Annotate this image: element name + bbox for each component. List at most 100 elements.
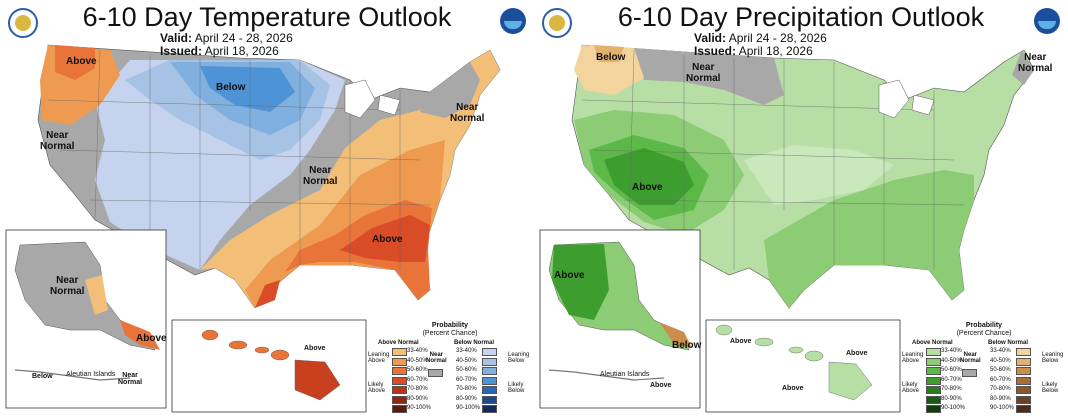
label-alaska-near-south: Near Normal [118,372,143,386]
legend-near-swatch [428,369,443,377]
great-lakes [344,79,401,119]
label-alaska-above: Above [136,333,167,344]
above-nw-strong [55,45,95,80]
label-aleutian: Aleutian Islands [600,371,650,378]
legend-near-swatch [962,369,977,377]
precip-legend-right-swatch-2 [1016,367,1031,375]
label-aleutian: Aleutian Islands [66,371,116,378]
below-nw-region [574,45,644,95]
temp-legend-right-swatch-4 [482,386,497,394]
temperature-valid: Valid: April 24 - 28, 2026 [160,31,293,45]
label-near-central: Near Normal [303,165,338,187]
temp-legend-left-range-5: 80-90% [407,395,428,402]
precipitation-title: 6-10 Day Precipitation Outlook [617,2,985,32]
precip-legend-right-swatch-0 [1016,348,1031,356]
temp-legend-left-range-0: 33-40% [407,348,428,354]
precip-legend-right-range-1: 40-50% [990,357,1011,364]
temperature-issued: Issued: April 18, 2026 [160,44,279,58]
precip-legend-left-range-4: 70-80% [941,386,962,392]
precip-legend-right-range-4: 70-80% [990,386,1011,392]
alaska-above-strong [552,244,609,320]
precip-legend-right-swatch-3 [1016,376,1031,385]
great-lakes [878,79,935,119]
precip-legend-right-swatch-5 [1016,395,1031,404]
legend-near: Near Normal [426,352,447,364]
precip-legend-right-range-0: 33-40% [990,348,1011,354]
precip-legend-right-swatch-6 [1016,405,1031,413]
precip-legend-right-swatch-4 [1016,386,1031,394]
alaska-shape [14,241,156,351]
temp-legend-left-swatch-5 [392,395,407,404]
temp-legend-right-range-1: 40-50% [456,357,477,364]
above-tx-strong [255,280,280,308]
precip-legend-left-swatch-4 [926,386,941,394]
precipitation-legend: Probability (Percent Chance) Above Norma… [902,322,1064,413]
temp-legend-right-range-6: 90-100% [456,405,481,411]
below-strongest-region [200,66,295,112]
precipitation-map [539,44,1035,413]
precip-legend-right-range-2: 50-60% [990,367,1011,373]
precip-legend-left-range-3: 60-70% [941,376,962,383]
precip-legend-left-range-0: 33-40% [941,348,962,354]
label-alaska-above-south: Above [650,382,672,389]
temp-legend-right-range-5: 80-90% [456,395,477,402]
precip-legend-right-swatch-1 [1016,357,1031,366]
temperature-map [5,44,501,413]
noaa-logo-icon [1034,8,1060,34]
temp-legend-right-swatch-3 [482,376,497,385]
label-near-ne: Near Normal [450,102,485,124]
alaska-panhandle-below [659,322,692,348]
commerce-logo-icon [542,8,572,38]
precip-legend-left-swatch-1 [926,357,941,366]
temp-legend-left-swatch-3 [392,376,407,385]
temp-legend-right-swatch-5 [482,395,497,404]
precip-legend-right-range-3: 60-70% [990,376,1011,383]
label-alaska-below: Below [32,373,53,380]
temp-legend-left-range-6: 90-100% [407,405,432,411]
hawaii-islands [201,329,341,401]
precip-legend-left-range-1: 40-50% [941,357,962,364]
label-hawaii-above-2: Above [846,350,868,357]
temp-legend-left-range-2: 50-60% [407,367,428,373]
temp-legend-left-range-1: 40-50% [407,357,428,364]
state-lines [47,49,431,270]
precip-legend-left-range-2: 50-60% [941,367,962,373]
temp-legend-right-swatch-1 [482,357,497,366]
light-central-region [744,145,894,205]
temp-legend-left-swatch-1 [392,357,407,366]
precip-legend-left-range-6: 90-100% [941,405,966,411]
label-alaska-below: Below [672,340,702,351]
label-above-nw: Above [66,56,97,67]
precip-legend-left-swatch-6 [926,405,941,413]
aleutian-chain [548,369,665,381]
precip-legend-left-swatch-2 [926,367,941,375]
temp-legend-right-range-3: 60-70% [456,376,477,383]
temp-legend-left-swatch-2 [392,367,407,375]
above-sw-stronger [604,148,694,205]
hawaii-islands [715,324,873,401]
temperature-legend: Probability (Percent Chance) Above Norma… [368,322,530,413]
label-alaska-above: Above [554,270,585,281]
precip-legend-left-swatch-5 [926,395,941,404]
label-below-nw: Below [596,52,626,63]
temp-legend-right-range-0: 33-40% [456,348,477,354]
label-alaska-near: Near Normal [50,275,85,297]
label-near-ne: Near Normal [1018,52,1053,74]
legend-near: Near Normal [960,352,981,364]
temp-legend-right-range-2: 50-60% [456,367,477,373]
temp-legend-right-swatch-0 [482,348,497,356]
temp-legend-right-range-4: 70-80% [456,386,477,392]
label-hawaii-above-3: Above [782,385,804,392]
temp-legend-right-swatch-2 [482,367,497,375]
temp-legend-left-swatch-0 [392,348,407,356]
hawaii-inset-frame [705,319,901,413]
label-hawaii-above: Above [304,345,326,352]
near-ne-region [420,62,480,118]
label-above-se: Above [372,234,403,245]
commerce-logo-icon [8,8,38,38]
near-ne-region [1012,50,1034,85]
alaska-panhandle-above [120,320,160,350]
hawaii-inset-frame [171,319,367,413]
precip-legend-left-swatch-3 [926,376,941,385]
temp-legend-left-range-3: 60-70% [407,376,428,383]
